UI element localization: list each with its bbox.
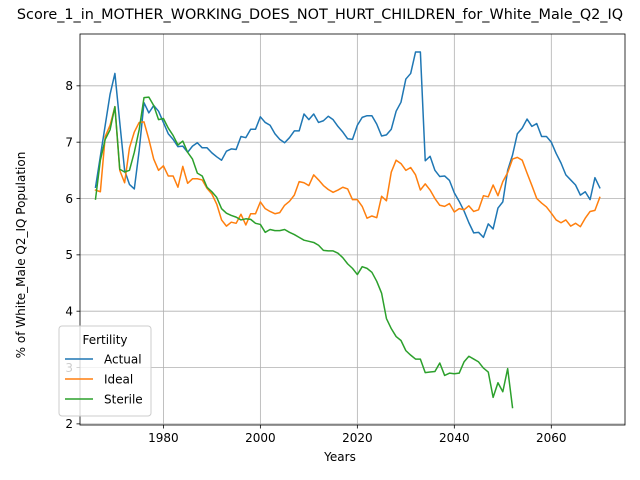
x-axis-label: Years [323,450,356,464]
legend-title: Fertility [82,333,127,347]
series-line-ideal [94,105,601,228]
axes-frame [79,33,626,426]
y-tick-label: 6 [65,192,73,206]
legend-label-actual: Actual [104,352,142,366]
y-tick-label: 8 [65,79,73,93]
y-tick-label: 7 [65,135,73,149]
y-tick-label: 4 [65,304,73,318]
legend-label-sterile: Sterile [104,392,143,406]
x-tick-label: 2060 [536,431,567,445]
y-axis-label: % of White_Male Q2_IQ Population [14,152,28,359]
x-tick-label: 2040 [439,431,470,445]
legend-label-ideal: Ideal [104,372,133,386]
x-tick-label: 2020 [342,431,373,445]
legend-entries: Actual Ideal Sterile [65,352,143,406]
series-line-sterile [94,96,514,409]
x-axis: 1980 2000 2020 2040 2060 [148,425,567,445]
legend-box [58,325,152,417]
series-layer [94,51,601,409]
y-tick-label: 5 [65,248,73,262]
y-tick-label: 2 [65,417,73,431]
series-line-actual [94,51,601,239]
x-tick-label: 1980 [148,431,179,445]
legend: Fertility Actual Ideal Sterile [58,325,152,417]
x-tick-label: 2000 [245,431,276,445]
chart-title: Score_1_in_MOTHER_WORKING_DOES_NOT_HURT_… [17,7,623,23]
